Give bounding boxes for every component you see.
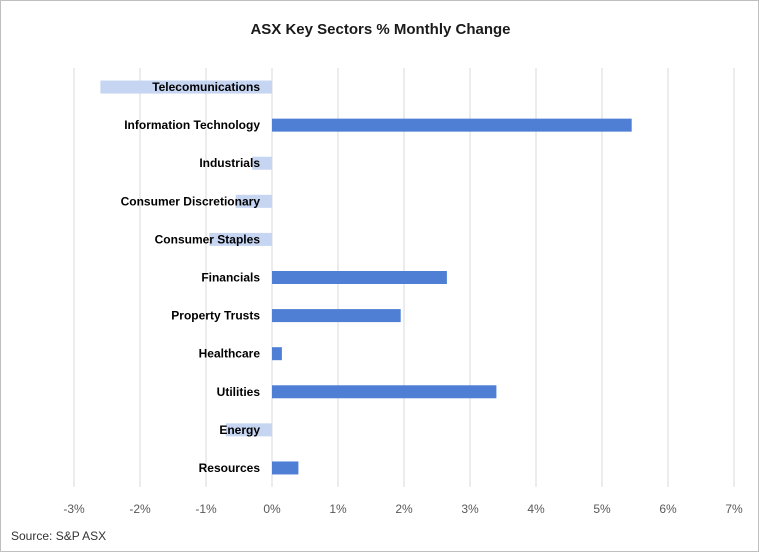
x-tick-label: 1% [329,502,347,516]
category-label: Telecomunications [152,80,260,94]
category-label: Property Trusts [171,309,260,323]
source-note: Source: S&P ASX [11,529,107,543]
bar [209,232,272,246]
bar [272,118,632,132]
category-label: Healthcare [199,347,261,361]
bar [272,271,447,284]
category-label: Information Technology [124,118,260,132]
x-tick-labels: -3% -2% -1% 0% 1% 2% 3% 4% 5% 6% 7% [63,502,743,516]
x-tick-label: 0% [263,502,281,516]
category-label: Energy [219,423,260,437]
category-label: Resources [199,461,261,475]
bar [252,156,272,170]
x-tick-label: -1% [195,502,217,516]
x-tick-label: -3% [63,502,85,516]
category-label: Utilities [217,385,261,399]
bar [272,385,497,399]
bar [100,80,273,94]
category-label: Consumer Staples [155,232,261,246]
bar [272,309,401,323]
bars [100,80,632,475]
x-tick-label: 6% [659,502,677,516]
category-label: Consumer Discretionary [121,194,261,208]
x-tick-label: 5% [593,502,611,516]
bar [225,423,272,437]
x-tick-label: 3% [461,502,479,516]
bar [272,461,299,475]
category-label: Financials [201,271,260,285]
category-label: Industrials [199,156,260,170]
bar [235,194,272,208]
x-tick-label: 4% [527,502,545,516]
x-tick-label: -2% [129,502,151,516]
x-tick-label: 2% [395,502,413,516]
category-labels: Telecomunications Information Technology I… [121,80,261,475]
x-tick-label: 7% [725,502,743,516]
bar [272,347,282,361]
chart-title: ASX Key Sectors % Monthly Change [250,21,511,38]
